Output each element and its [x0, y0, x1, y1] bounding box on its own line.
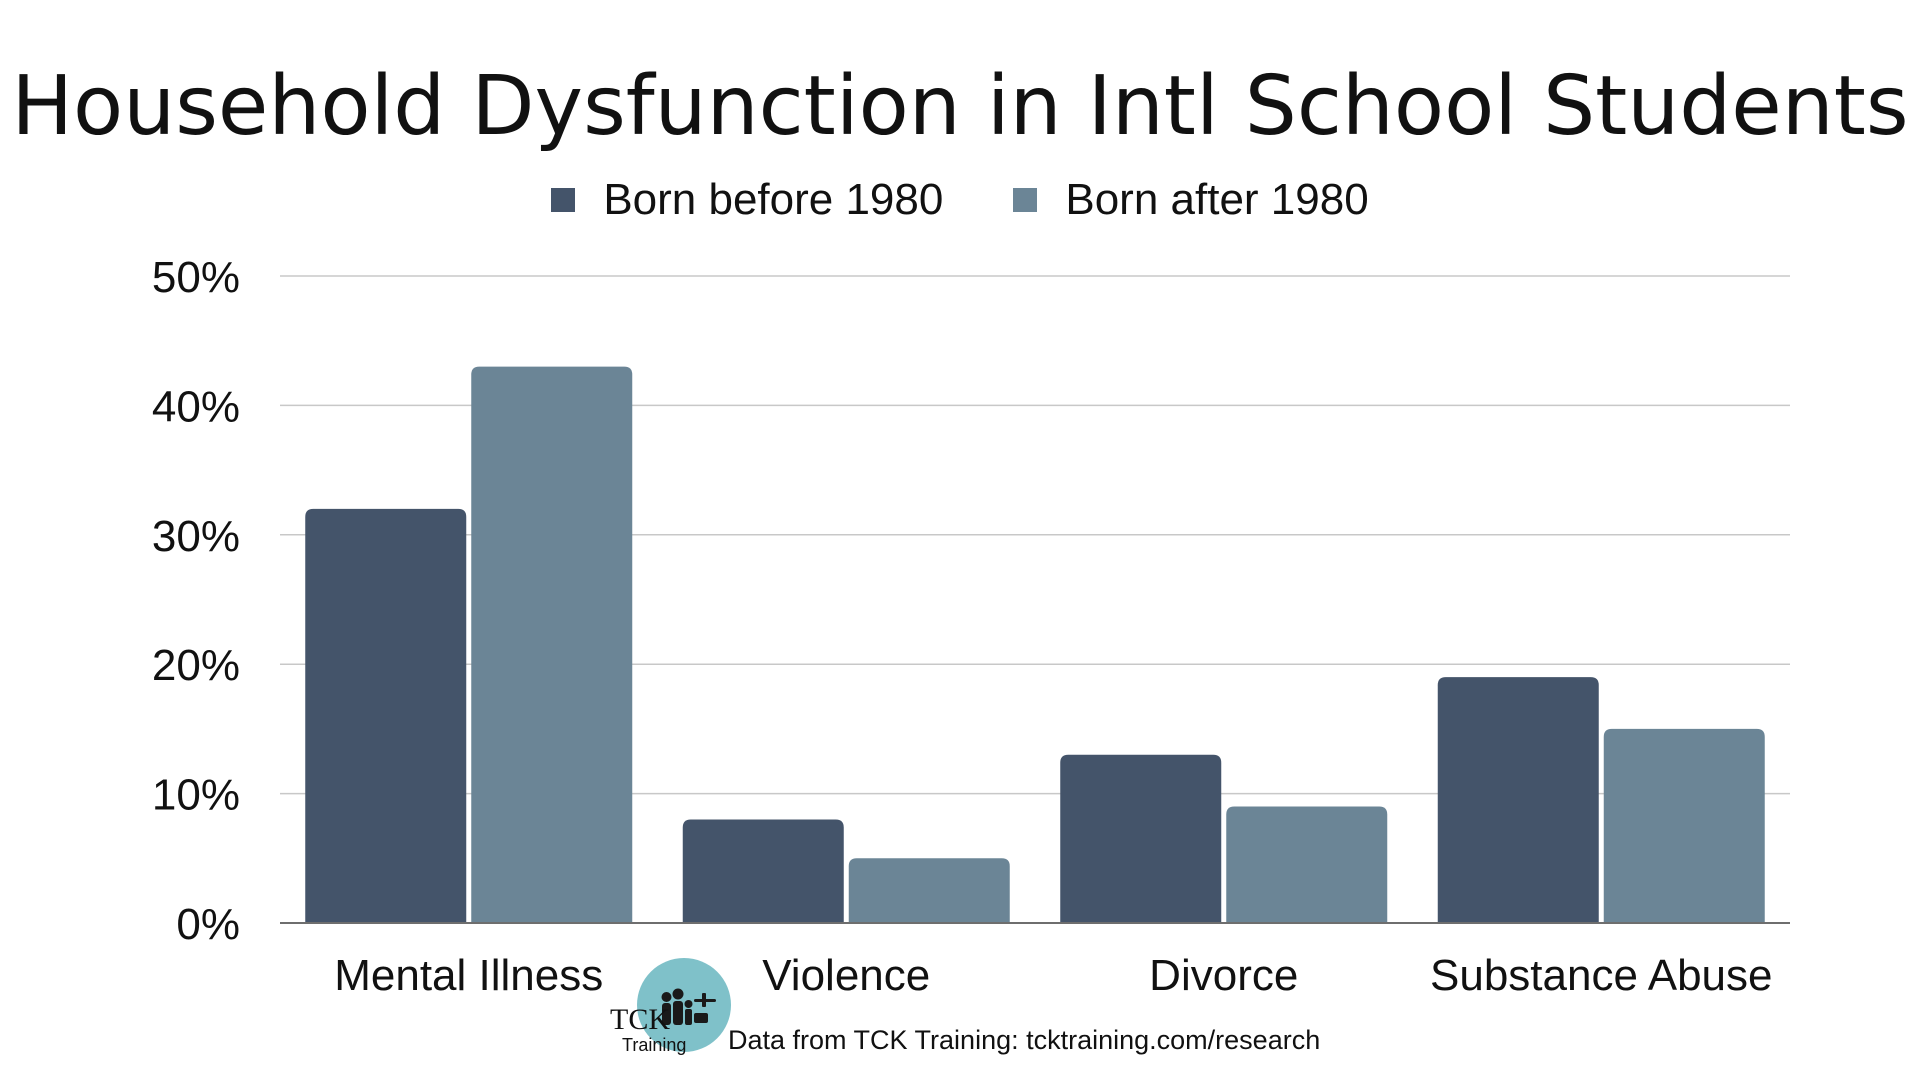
- tck-training-logo: TCK Training: [610, 958, 731, 1055]
- y-tick-label: 10%: [152, 771, 240, 820]
- bar-divorce-series-1: [1226, 806, 1388, 923]
- bar-mental-illness-series-0: [305, 508, 467, 923]
- logo-text-tck: TCK: [610, 1003, 670, 1036]
- bar-violence-series-1: [848, 858, 1010, 923]
- bar-divorce-series-0: [1060, 754, 1222, 923]
- y-tick-label: 20%: [152, 641, 240, 690]
- y-tick-label: 0%: [176, 900, 240, 949]
- legend-item-born-after-1980: Born after 1980: [1013, 175, 1369, 225]
- legend-label-born-after-1980: Born after 1980: [1065, 175, 1369, 224]
- legend-swatch-born-after-1980: [1013, 188, 1038, 212]
- data-source-note: Data from TCK Training: tcktraining.com/…: [728, 1025, 1321, 1055]
- people-silhouette-icon: [661, 988, 708, 1025]
- bar-substance-abuse-series-1: [1603, 728, 1765, 923]
- y-tick-label: 50%: [152, 253, 240, 302]
- legend-swatch-born-before-1980: [551, 188, 576, 212]
- bar-substance-abuse-series-0: [1437, 677, 1599, 923]
- legend-label-born-before-1980: Born before 1980: [603, 175, 944, 224]
- bar-violence-series-0: [682, 819, 844, 923]
- x-tick-label: Divorce: [1149, 951, 1298, 1000]
- legend-item-born-before-1980: Born before 1980: [551, 175, 943, 225]
- bar-mental-illness-series-1: [471, 366, 633, 924]
- axes: 0% 10% 20% 30% 40% 50% Mental Illness Violence D…: [152, 253, 1790, 1000]
- x-tick-label: Substance Abuse: [1430, 951, 1772, 1000]
- bars: [305, 366, 1765, 924]
- logo-text-training: Training: [622, 1035, 686, 1055]
- airplane-icon: [694, 993, 716, 1007]
- x-tick-label: Violence: [762, 951, 930, 1000]
- y-tick-label: 30%: [152, 512, 240, 561]
- y-tick-label: 40%: [152, 382, 240, 431]
- x-tick-label: Mental Illness: [334, 951, 603, 1000]
- chart-footer: TCK Training Data from TCK Training: tck…: [606, 955, 1366, 1075]
- chart-legend: Born before 1980 Born after 1980: [0, 170, 1920, 230]
- chart-title: Household Dysfunction in Intl School Stu…: [11, 59, 1909, 154]
- logo-circle-icon: [637, 958, 731, 1052]
